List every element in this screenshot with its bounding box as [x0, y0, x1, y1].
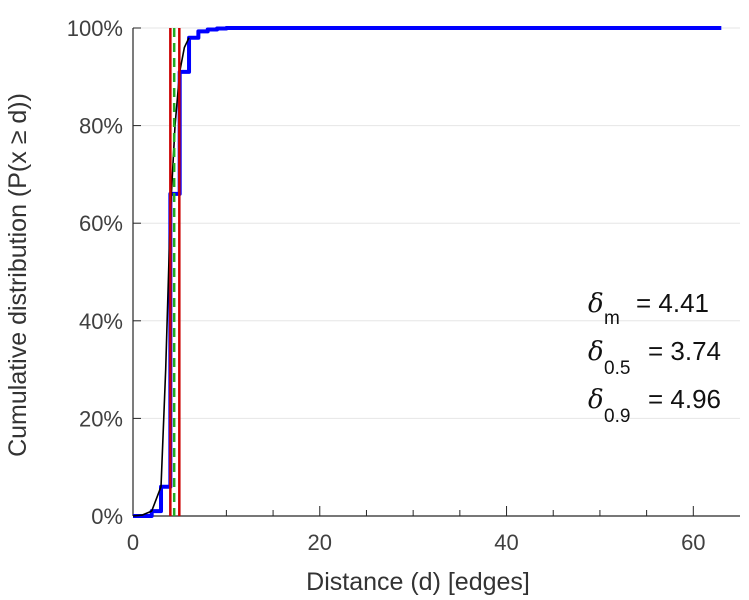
y-axis-ticks: 0% 20% 40% 60% 80% 100% [67, 16, 141, 529]
y-axis-label: Cumulative distribution (P(x ≥ d)) [4, 93, 32, 457]
annotation-symbol: δ [588, 289, 604, 319]
x-axis-ticks: 0 20 40 60 [127, 506, 706, 555]
x-axis-label: Distance (d) [edges] [306, 568, 530, 596]
annotation-subscript: m [604, 308, 620, 329]
y-tick-label: 40% [79, 309, 123, 334]
annotation-subscript: 0.5 [604, 358, 630, 379]
series-lines [132, 26, 722, 518]
axes [132, 28, 740, 517]
annotation-delta-05: δ 0.5 = 3.74 [588, 336, 721, 379]
x-tick-label: 40 [494, 530, 518, 555]
y-tick-label: 80% [79, 114, 123, 139]
x-tick-label: 60 [681, 530, 705, 555]
annotation-delta-09: δ 0.9 = 4.96 [588, 384, 721, 427]
annotation-subscript: 0.9 [604, 406, 630, 427]
annotation-value: = 4.96 [648, 384, 721, 414]
x-tick-label: 20 [308, 530, 332, 555]
y-tick-label: 100% [67, 16, 123, 41]
annotation-delta-m: δ m = 4.41 [588, 288, 709, 329]
y-tick-label: 60% [79, 211, 123, 236]
x-tick-label: 0 [127, 530, 139, 555]
annotation-value: = 4.41 [636, 288, 709, 318]
cdf-step-line [133, 26, 722, 518]
annotation-value: = 3.74 [648, 336, 721, 366]
y-tick-label: 20% [79, 406, 123, 431]
marker-lines [169, 28, 181, 516]
y-tick-label: 0% [91, 504, 123, 529]
annotation-symbol: δ [588, 337, 604, 367]
cdf-smooth-line [132, 37, 190, 517]
annotation-symbol: δ [588, 385, 604, 415]
annotation-box: δ m = 4.41 δ 0.5 = 3.74 δ 0.9 = 4.96 [588, 288, 721, 427]
